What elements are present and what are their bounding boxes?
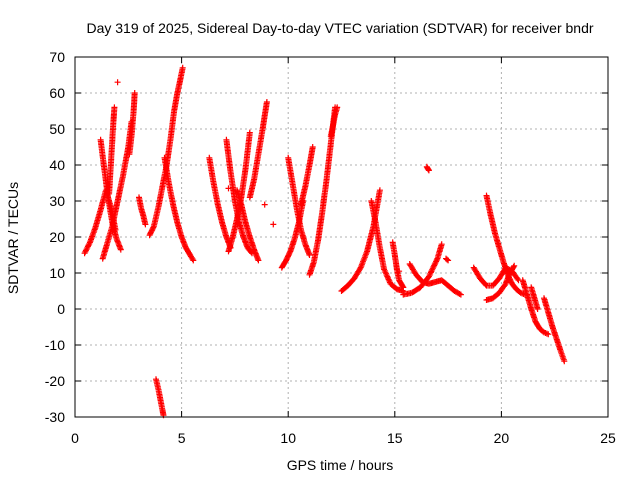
y-tick-label: -30 — [45, 409, 65, 425]
x-axis-label: GPS time / hours — [287, 457, 394, 473]
series-arc-20 — [338, 187, 383, 294]
data-point-markers — [234, 187, 262, 264]
data-point-markers — [126, 90, 138, 158]
data-point-markers — [106, 104, 118, 197]
x-tick-label: 0 — [71, 430, 79, 446]
data-point-markers — [423, 163, 432, 174]
y-axis-label: SDTVAR / TECUs — [5, 182, 21, 294]
series-arc-19 — [327, 104, 341, 140]
series-arc-26 — [443, 255, 452, 264]
series-arc-08 — [161, 154, 197, 264]
y-tick-label: 50 — [49, 121, 65, 137]
data-point-markers — [400, 241, 445, 298]
series-arc-21 — [368, 198, 407, 294]
data-point-markers — [153, 376, 167, 419]
data-point-markers — [541, 295, 568, 365]
data-point-markers — [161, 154, 197, 264]
data-point-markers — [136, 194, 149, 228]
y-tick-label: 10 — [49, 265, 65, 281]
series-arc-09 — [153, 376, 167, 419]
series-outliers — [114, 79, 403, 275]
series-arc-30 — [519, 277, 552, 338]
data-point-markers — [483, 262, 518, 303]
data-point-markers — [146, 64, 186, 239]
y-tick-label: 60 — [49, 85, 65, 101]
grid-layer — [75, 57, 608, 417]
y-tick-label: 30 — [49, 193, 65, 209]
data-point-markers — [285, 154, 313, 258]
data-point-markers — [389, 239, 407, 291]
x-tick-label: 20 — [494, 430, 510, 446]
series-arc-24 — [400, 241, 445, 298]
series-arc-29 — [483, 262, 518, 303]
series-arc-25 — [423, 163, 432, 174]
series-arc-07 — [146, 64, 186, 239]
series-arc-16 — [285, 154, 313, 258]
data-point-markers — [338, 187, 383, 294]
data-point-markers — [327, 104, 341, 140]
data-layer — [81, 64, 568, 419]
tick-layer: 0 5 10 15 20 25 -30 -20 -10 0 10 20 30 40 50 60 70 — [45, 49, 616, 446]
data-point-markers — [114, 79, 403, 275]
y-tick-label: 40 — [49, 157, 65, 173]
x-tick-label: 15 — [387, 430, 403, 446]
series-arc-14 — [246, 99, 270, 201]
data-point-markers — [519, 277, 552, 338]
x-tick-label: 5 — [178, 430, 186, 446]
data-point-markers — [528, 284, 541, 312]
data-point-markers — [206, 154, 234, 251]
series-arc-10 — [206, 154, 234, 251]
y-tick-label: 70 — [49, 49, 65, 65]
data-point-markers — [368, 198, 407, 294]
series-arc-17 — [298, 144, 316, 208]
series-arc-32 — [541, 295, 568, 365]
series-arc-06 — [136, 194, 149, 228]
x-tick-label: 25 — [600, 430, 616, 446]
y-tick-label: 20 — [49, 229, 65, 245]
y-tick-label: -20 — [45, 373, 65, 389]
data-point-markers — [246, 99, 270, 201]
series-arc-22 — [389, 239, 407, 291]
chart-title: Day 319 of 2025, Sidereal Day-to-day VTE… — [86, 20, 593, 36]
data-point-markers — [298, 144, 316, 208]
data-point-markers — [443, 255, 452, 264]
y-tick-label: -10 — [45, 337, 65, 353]
x-tick-label: 10 — [280, 430, 296, 446]
series-arc-05 — [126, 90, 138, 158]
series-arc-13 — [234, 187, 262, 264]
series-arc-31 — [528, 284, 541, 312]
series-arc-04 — [106, 104, 118, 197]
y-tick-label: 0 — [57, 301, 65, 317]
